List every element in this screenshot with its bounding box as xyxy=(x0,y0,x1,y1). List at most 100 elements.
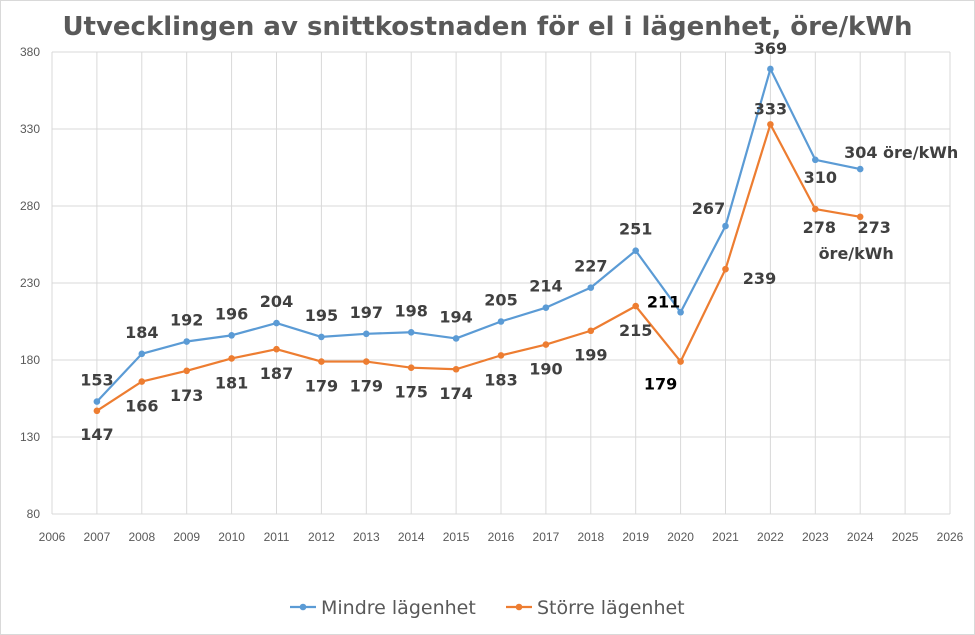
series-1-point-2021 xyxy=(722,265,729,273)
series-1-point-2014 xyxy=(407,364,415,372)
label-storre-2018: 199 xyxy=(574,346,607,365)
y-tick-label-330: 330 xyxy=(20,122,40,136)
series-0-point-2008 xyxy=(138,350,146,358)
x-tick-label-2007: 2007 xyxy=(84,530,111,544)
x-tick-label-2020: 2020 xyxy=(667,530,694,544)
label-mindre-2018: 227 xyxy=(574,257,607,276)
series-1-point-2023 xyxy=(812,205,819,213)
label-storre-2017: 190 xyxy=(529,360,562,379)
label-storre-unit: öre/kWh xyxy=(819,244,894,263)
x-tick-label-2006: 2006 xyxy=(39,530,66,544)
x-tick-label-2014: 2014 xyxy=(398,530,425,544)
x-tick-label-2015: 2015 xyxy=(443,530,470,544)
series-1-point-2013 xyxy=(363,358,370,365)
series-1-point-2022 xyxy=(767,121,774,128)
x-tick-label-2009: 2009 xyxy=(173,530,200,544)
label-mindre-2007: 153 xyxy=(80,371,113,390)
x-tick-label-2008: 2008 xyxy=(128,530,155,544)
y-axis-ticks: 80 130 180 230 280 330 380 xyxy=(20,45,40,521)
series-1-point-2018 xyxy=(587,327,595,335)
x-tick-label-2018: 2018 xyxy=(577,530,604,544)
label-storre-2016: 183 xyxy=(484,370,517,389)
series-1-point-2011 xyxy=(273,345,280,353)
series-0-point-2023 xyxy=(812,156,819,164)
label-mindre-2021: 267 xyxy=(692,199,725,218)
series-0-point-2021 xyxy=(722,222,729,230)
series-1-point-2010 xyxy=(228,355,235,362)
label-storre-2023: 278 xyxy=(803,218,836,237)
series-0-point-2017 xyxy=(542,304,550,311)
x-tick-label-2017: 2017 xyxy=(533,530,560,544)
data-labels: 153 184 192 196 204 195 197 198 194 205 214 227 251 2… xyxy=(80,39,958,444)
label-mindre-2011: 204 xyxy=(260,292,293,311)
x-tick-label-2021: 2021 xyxy=(712,530,739,544)
series-group xyxy=(93,65,864,415)
x-tick-label-2025: 2025 xyxy=(892,530,919,544)
series-1-point-2017 xyxy=(542,341,550,348)
x-tick-label-2022: 2022 xyxy=(757,530,784,544)
series-0-point-2013 xyxy=(363,330,370,338)
series-0-point-2015 xyxy=(452,335,460,342)
label-storre-2010: 181 xyxy=(215,373,248,392)
label-storre-2007: 147 xyxy=(80,425,113,444)
label-storre-2015: 174 xyxy=(439,384,472,403)
y-tick-label-80: 80 xyxy=(27,507,41,521)
x-tick-label-2026: 2026 xyxy=(937,530,964,544)
series-1-point-2007 xyxy=(93,407,101,415)
label-mindre-2024: 304 öre/kWh xyxy=(844,143,958,162)
label-storre-2021: 239 xyxy=(743,269,776,288)
series-1-point-2009 xyxy=(183,367,190,375)
series-1-point-2008 xyxy=(138,378,146,385)
label-storre-2009: 173 xyxy=(170,386,203,405)
x-axis-ticks: 2006 2007 2008 2009 2010 2011 2012 2013 2014 2015… xyxy=(39,530,964,544)
series-0-point-2014 xyxy=(407,328,415,336)
label-storre-2014: 175 xyxy=(394,383,427,402)
series-line-1 xyxy=(96,123,861,412)
legend: Mindre lägenhet Större lägenhet xyxy=(290,597,685,619)
label-mindre-2022: 369 xyxy=(754,39,787,58)
legend-marker-1 xyxy=(515,603,523,611)
label-storre-2011: 187 xyxy=(260,364,293,383)
y-tick-label-280: 280 xyxy=(20,199,40,213)
series-0-point-2016 xyxy=(497,318,505,325)
label-mindre-2012: 195 xyxy=(305,306,338,325)
label-mindre-2017: 214 xyxy=(529,277,562,296)
series-0-point-2018 xyxy=(587,284,595,291)
label-storre-2020: 179 xyxy=(644,375,677,394)
series-0-point-2022 xyxy=(767,65,774,73)
label-mindre-2020: 211 xyxy=(647,292,680,311)
label-mindre-2009: 192 xyxy=(170,311,203,330)
label-mindre-2015: 194 xyxy=(439,307,472,326)
label-mindre-2016: 205 xyxy=(484,291,517,310)
x-tick-label-2016: 2016 xyxy=(488,530,515,544)
legend-marker-0 xyxy=(299,603,307,611)
series-0-point-2011 xyxy=(273,319,280,327)
series-1-point-2024 xyxy=(856,213,864,221)
gridlines xyxy=(51,51,951,515)
series-0-point-2009 xyxy=(183,338,190,345)
y-tick-label-180: 180 xyxy=(20,353,40,367)
label-storre-2012: 179 xyxy=(305,377,338,396)
series-1-point-2015 xyxy=(452,365,460,373)
series-1-point-2020 xyxy=(677,358,684,365)
label-mindre-2014: 198 xyxy=(394,301,427,320)
x-tick-label-2010: 2010 xyxy=(218,530,245,544)
y-tick-label-380: 380 xyxy=(20,45,40,59)
label-storre-2008: 166 xyxy=(125,397,158,416)
series-0-point-2007 xyxy=(93,398,101,405)
chart-title: Utvecklingen av snittkostnaden för el i … xyxy=(62,12,913,42)
legend-label-0: Mindre lägenhet xyxy=(321,597,476,619)
x-tick-label-2013: 2013 xyxy=(353,530,380,544)
label-storre-2024: 273 xyxy=(857,218,890,237)
y-tick-label-130: 130 xyxy=(20,430,40,444)
legend-label-1: Större lägenhet xyxy=(537,597,685,619)
label-storre-2022: 333 xyxy=(754,99,787,118)
x-tick-label-2011: 2011 xyxy=(264,530,290,544)
x-tick-label-2012: 2012 xyxy=(308,530,335,544)
label-storre-2013: 179 xyxy=(350,377,383,396)
label-mindre-2023: 310 xyxy=(804,168,837,187)
series-1-point-2012 xyxy=(318,358,325,365)
x-tick-label-2019: 2019 xyxy=(622,530,649,544)
label-mindre-2019: 251 xyxy=(619,220,652,239)
y-tick-label-230: 230 xyxy=(20,276,40,290)
